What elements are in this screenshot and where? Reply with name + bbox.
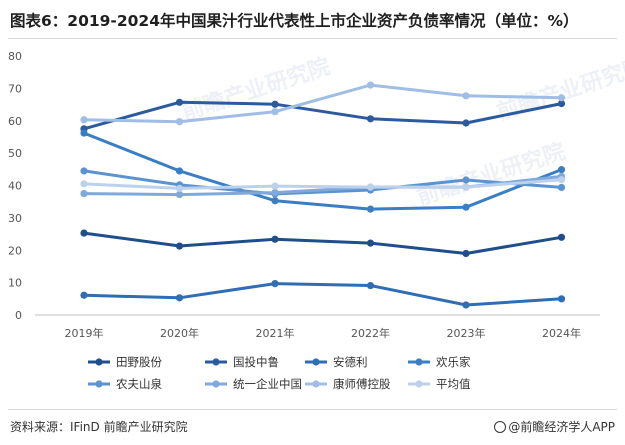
- brand-text: @前瞻经济学人APP: [508, 420, 615, 434]
- y-tick-label: 50: [8, 147, 22, 160]
- data-point: [80, 180, 88, 188]
- series-line: [82, 100, 563, 131]
- brand-logo-icon: [494, 421, 507, 433]
- data-point: [175, 242, 184, 250]
- legend-swatch-marker: [312, 380, 320, 388]
- data-point: [80, 129, 88, 137]
- data-point: [557, 166, 566, 174]
- series-line: [82, 83, 563, 124]
- data-point: [462, 249, 470, 258]
- x-tick-label: 2022年: [351, 326, 390, 340]
- legend-label: 安德利: [333, 355, 368, 369]
- legend-item: 国投中鲁: [205, 355, 279, 369]
- data-point: [462, 92, 470, 100]
- legend-label: 农夫山泉: [116, 377, 162, 391]
- series-line: [82, 169, 563, 196]
- footer-divider: [8, 409, 617, 410]
- legend-label: 田野股份: [116, 355, 162, 369]
- series-line: [82, 231, 563, 255]
- series-line: [82, 178, 563, 190]
- data-point: [366, 115, 375, 123]
- data-point: [175, 98, 184, 106]
- data-point: [366, 183, 375, 191]
- data-point: [462, 301, 470, 309]
- legend-label: 平均值: [436, 377, 471, 391]
- y-tick-label: 30: [8, 212, 22, 225]
- legend-swatch-marker: [95, 380, 103, 388]
- legend-item: 农夫山泉: [88, 377, 162, 391]
- x-tick-label: 2019年: [65, 326, 104, 340]
- y-tick-label: 0: [15, 309, 22, 322]
- legend-swatch-marker: [415, 380, 423, 388]
- data-point: [557, 94, 566, 102]
- data-point: [271, 235, 279, 243]
- legend-label: 统一企业中国: [233, 377, 302, 391]
- data-point: [80, 229, 88, 237]
- data-point: [557, 295, 566, 303]
- legend-item: 欢乐家: [408, 355, 471, 369]
- data-point: [271, 100, 279, 108]
- data-point: [462, 203, 470, 211]
- data-point: [557, 99, 566, 108]
- legend-item: 安德利: [305, 355, 368, 369]
- data-point: [175, 118, 184, 126]
- data-point: [271, 108, 279, 116]
- data-point: [557, 233, 566, 241]
- legend-item: 统一企业中国: [205, 377, 302, 391]
- y-tick-label: 80: [8, 50, 22, 63]
- data-point: [462, 183, 470, 191]
- data-point: [462, 119, 470, 127]
- y-tick-label: 40: [8, 180, 22, 193]
- legend-swatch-marker: [212, 380, 220, 388]
- x-tick-label: 2020年: [160, 326, 199, 340]
- legend-item: 平均值: [408, 377, 471, 391]
- legend-item: 田野股份: [88, 355, 162, 369]
- series-line: [82, 282, 563, 307]
- y-tick-label: 70: [8, 82, 22, 95]
- data-point: [175, 294, 184, 302]
- data-point: [557, 176, 566, 184]
- brand-credit: @前瞻经济学人APP: [494, 418, 615, 435]
- legend-label: 国投中鲁: [233, 355, 279, 369]
- x-tick-label: 2023年: [447, 326, 486, 340]
- x-tick-label: 2024年: [542, 326, 581, 340]
- data-point: [271, 189, 279, 197]
- data-point: [175, 167, 184, 175]
- legend-item: 康师傅控股: [305, 377, 391, 391]
- data-point: [175, 190, 184, 199]
- chart-title: 图表6：2019-2024年中国果汁行业代表性上市企业资产负债率情况（单位：%）: [10, 12, 579, 30]
- y-tick-label: 10: [8, 277, 22, 290]
- data-point: [271, 279, 279, 288]
- y-tick-label: 20: [8, 244, 22, 257]
- data-point: [80, 291, 88, 299]
- legend-swatch-marker: [95, 358, 103, 366]
- data-point: [462, 176, 470, 184]
- legend-swatch-marker: [312, 358, 320, 366]
- data-point: [366, 81, 375, 89]
- title-divider: [8, 38, 617, 39]
- series-line: [82, 131, 563, 211]
- data-point: [557, 183, 566, 192]
- data-point: [80, 189, 88, 198]
- data-point: [271, 182, 279, 190]
- legend-label: 欢乐家: [436, 355, 471, 369]
- legend-swatch-marker: [212, 358, 220, 366]
- x-tick-label: 2021年: [256, 326, 295, 340]
- data-point: [366, 281, 375, 290]
- source-note: 资料来源：IFinD 前瞻产业研究院: [10, 420, 188, 434]
- data-point: [271, 197, 279, 205]
- data-point: [366, 205, 375, 213]
- legend-label: 康师傅控股: [333, 377, 391, 391]
- data-point: [80, 116, 88, 124]
- data-point: [80, 167, 88, 175]
- data-point: [366, 239, 375, 247]
- y-tick-label: 60: [8, 115, 22, 128]
- data-point: [175, 184, 184, 193]
- legend-swatch-marker: [415, 358, 423, 366]
